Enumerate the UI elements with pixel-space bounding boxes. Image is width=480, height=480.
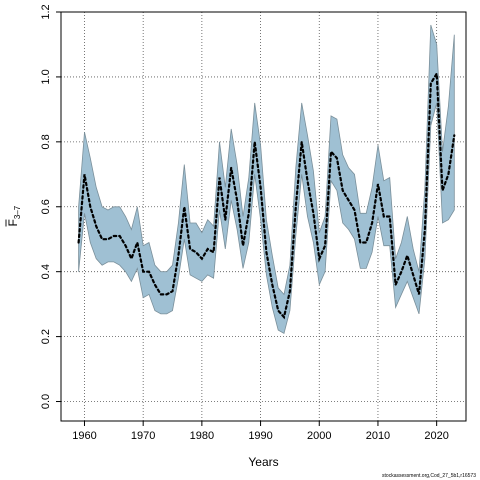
estimate-line-layer [77,70,456,320]
y-axis: 0.0 0.2 0.4 0.6 0.8 1.0 1.2 [40,4,61,409]
x-tick-label: 2010 [366,430,390,442]
confidence-band-layer [78,24,455,335]
confidence-band [78,24,455,335]
y-tick-label: 0.8 [40,134,52,149]
x-tick-label: 1960 [72,430,96,442]
svg-text:F3–7: F3–7 [6,205,22,226]
x-tick-label: 1970 [131,430,155,442]
x-tick-label: 2020 [424,430,448,442]
x-axis-title: Years [248,455,278,469]
y-tick-label: 0.0 [40,394,52,409]
estimate-line [77,70,456,320]
x-tick-label: 1990 [248,430,272,442]
y-tick-label: 1.0 [40,69,52,84]
source-footnote: stockassessment.org,Cod_27_5b1,r16573 [382,473,476,479]
y-axis-title: F3–7 [5,205,22,227]
x-tick-label: 2000 [307,430,331,442]
x-tick-label: 1980 [190,430,214,442]
x-axis: 1960 1970 1980 1990 2000 2010 2020 [72,421,449,442]
y-tick-label: 0.2 [40,329,52,344]
y-tick-label: 1.2 [40,4,52,19]
y-axis-title-main: F [6,219,20,226]
y-tick-label: 0.6 [40,199,52,214]
y-tick-label: 0.4 [40,264,52,279]
y-axis-title-subscript: 3–7 [13,205,22,219]
plot-frame [60,11,467,422]
